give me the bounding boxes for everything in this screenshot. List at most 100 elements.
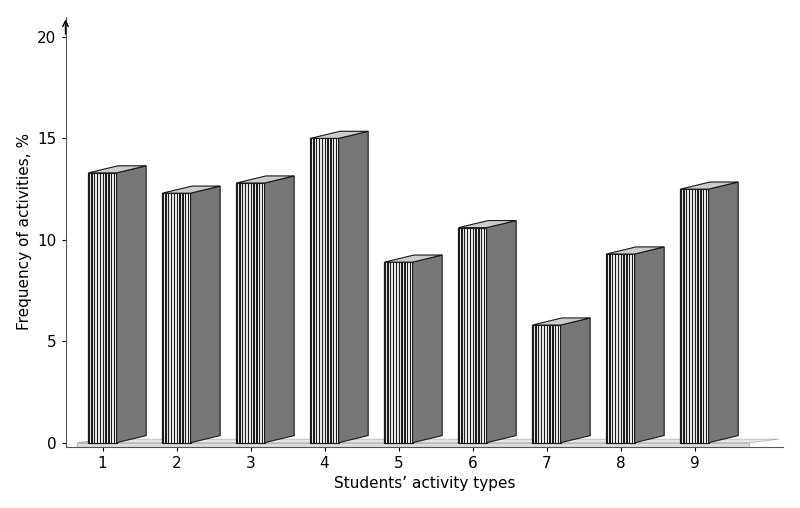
Polygon shape xyxy=(265,176,294,442)
Bar xyxy=(336,138,337,442)
Bar xyxy=(475,228,477,442)
Bar xyxy=(458,228,486,442)
Bar xyxy=(404,262,406,442)
Bar xyxy=(394,262,396,442)
Bar xyxy=(182,193,183,442)
Polygon shape xyxy=(78,439,779,442)
Bar xyxy=(685,189,686,442)
Bar xyxy=(112,173,114,442)
Bar xyxy=(185,193,186,442)
Bar xyxy=(533,325,534,442)
Bar xyxy=(318,138,319,442)
Bar xyxy=(533,325,561,442)
Bar xyxy=(243,183,245,442)
Bar xyxy=(408,262,410,442)
Bar xyxy=(387,262,389,442)
Bar xyxy=(627,254,629,442)
Bar xyxy=(310,138,338,442)
Bar xyxy=(320,138,322,442)
Bar xyxy=(333,138,334,442)
Bar xyxy=(179,193,181,442)
Bar xyxy=(327,138,329,442)
Bar xyxy=(562,318,590,435)
Bar xyxy=(681,189,709,442)
Bar xyxy=(555,325,556,442)
Bar xyxy=(464,228,466,442)
Bar xyxy=(94,173,95,442)
Bar xyxy=(340,131,368,435)
Bar xyxy=(625,254,626,442)
Bar xyxy=(310,138,312,442)
Bar xyxy=(168,193,170,442)
Bar xyxy=(174,193,175,442)
Bar xyxy=(623,254,625,442)
Bar xyxy=(626,254,627,442)
Bar xyxy=(262,183,263,442)
Bar xyxy=(93,173,94,442)
Bar xyxy=(162,193,190,442)
Bar xyxy=(471,228,473,442)
Bar xyxy=(681,189,682,442)
Bar xyxy=(256,183,258,442)
Bar xyxy=(326,138,327,442)
Bar xyxy=(316,138,318,442)
Bar xyxy=(90,173,91,442)
Bar xyxy=(479,228,481,442)
Bar xyxy=(558,325,559,442)
Bar xyxy=(694,189,696,442)
Bar xyxy=(681,189,709,442)
Bar xyxy=(325,138,326,442)
Bar xyxy=(468,228,470,442)
Bar xyxy=(710,182,738,435)
Bar xyxy=(172,193,174,442)
Bar xyxy=(554,325,555,442)
Bar xyxy=(110,173,111,442)
Bar xyxy=(177,193,178,442)
Bar xyxy=(629,254,630,442)
Polygon shape xyxy=(561,318,590,442)
Bar xyxy=(482,228,484,442)
Bar xyxy=(682,189,683,442)
Bar xyxy=(612,254,614,442)
Bar xyxy=(485,228,486,442)
Bar xyxy=(533,325,561,442)
Bar xyxy=(98,173,100,442)
Bar xyxy=(386,262,387,442)
Bar xyxy=(104,173,106,442)
Bar xyxy=(319,138,320,442)
Bar xyxy=(632,254,633,442)
Bar xyxy=(330,138,331,442)
Bar xyxy=(484,228,485,442)
Bar xyxy=(250,183,252,442)
Bar xyxy=(385,262,386,442)
Bar xyxy=(556,325,558,442)
Bar xyxy=(314,138,316,442)
Bar xyxy=(101,173,102,442)
Bar xyxy=(610,254,612,442)
Bar xyxy=(111,173,112,442)
Bar xyxy=(249,183,250,442)
Bar xyxy=(606,254,634,442)
Bar xyxy=(608,254,610,442)
Bar xyxy=(538,325,539,442)
Bar xyxy=(242,183,243,442)
Bar xyxy=(542,325,544,442)
Bar xyxy=(102,173,104,442)
Bar xyxy=(170,193,171,442)
Bar xyxy=(189,193,190,442)
Bar xyxy=(181,193,182,442)
Polygon shape xyxy=(117,166,146,442)
Polygon shape xyxy=(606,247,664,254)
Y-axis label: Frequency of activities, %: Frequency of activities, % xyxy=(17,133,32,330)
Bar xyxy=(411,262,413,442)
Bar xyxy=(323,138,325,442)
Bar xyxy=(696,189,698,442)
Polygon shape xyxy=(385,255,442,262)
Bar xyxy=(400,262,402,442)
Bar xyxy=(260,183,262,442)
Bar xyxy=(166,193,168,442)
Bar xyxy=(703,189,704,442)
Bar xyxy=(689,189,690,442)
Bar xyxy=(331,138,333,442)
Bar xyxy=(693,189,694,442)
